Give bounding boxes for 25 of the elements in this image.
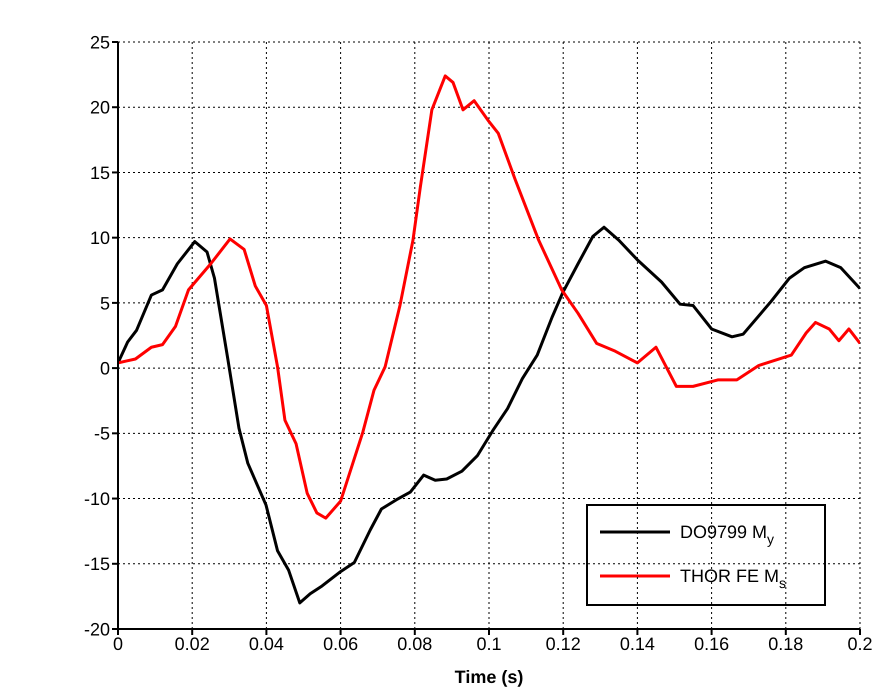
x-tick-label: 0.06: [323, 634, 358, 654]
y-tick-label: 10: [90, 228, 110, 248]
x-tick-label: 0.18: [768, 634, 804, 654]
y-tick-label: -10: [84, 488, 110, 509]
x-tick-label: 0: [112, 634, 124, 654]
x-tick-label: 0.16: [694, 634, 730, 654]
x-axis-title: Time (s): [454, 667, 524, 687]
y-tick-label: -15: [84, 554, 110, 574]
x-tick-label: 0.02: [174, 634, 210, 654]
y-tick-label: 25: [90, 32, 110, 52]
y-tick-label: -20: [84, 619, 110, 640]
x-tick-label: 0.14: [620, 634, 655, 654]
y-tick-label: 20: [90, 98, 110, 118]
y-tick-label: -5: [94, 424, 110, 444]
x-tick-label: 0.2: [847, 634, 873, 654]
x-tick-label: 0.08: [397, 634, 432, 654]
legend-label: THOR FE M$_{s}$: [680, 566, 786, 591]
x-tick-label: 0.12: [546, 634, 581, 654]
line-series: [118, 74, 860, 520]
y-tick-label: 15: [90, 162, 110, 183]
x-tick-label: 0.04: [248, 634, 284, 654]
y-tick-label: 5: [100, 293, 110, 314]
x-tick-label: 0.1: [476, 634, 502, 654]
y-tick-label: 0: [100, 358, 110, 378]
legend-label: DO9799 M$_{y}$: [680, 522, 774, 547]
